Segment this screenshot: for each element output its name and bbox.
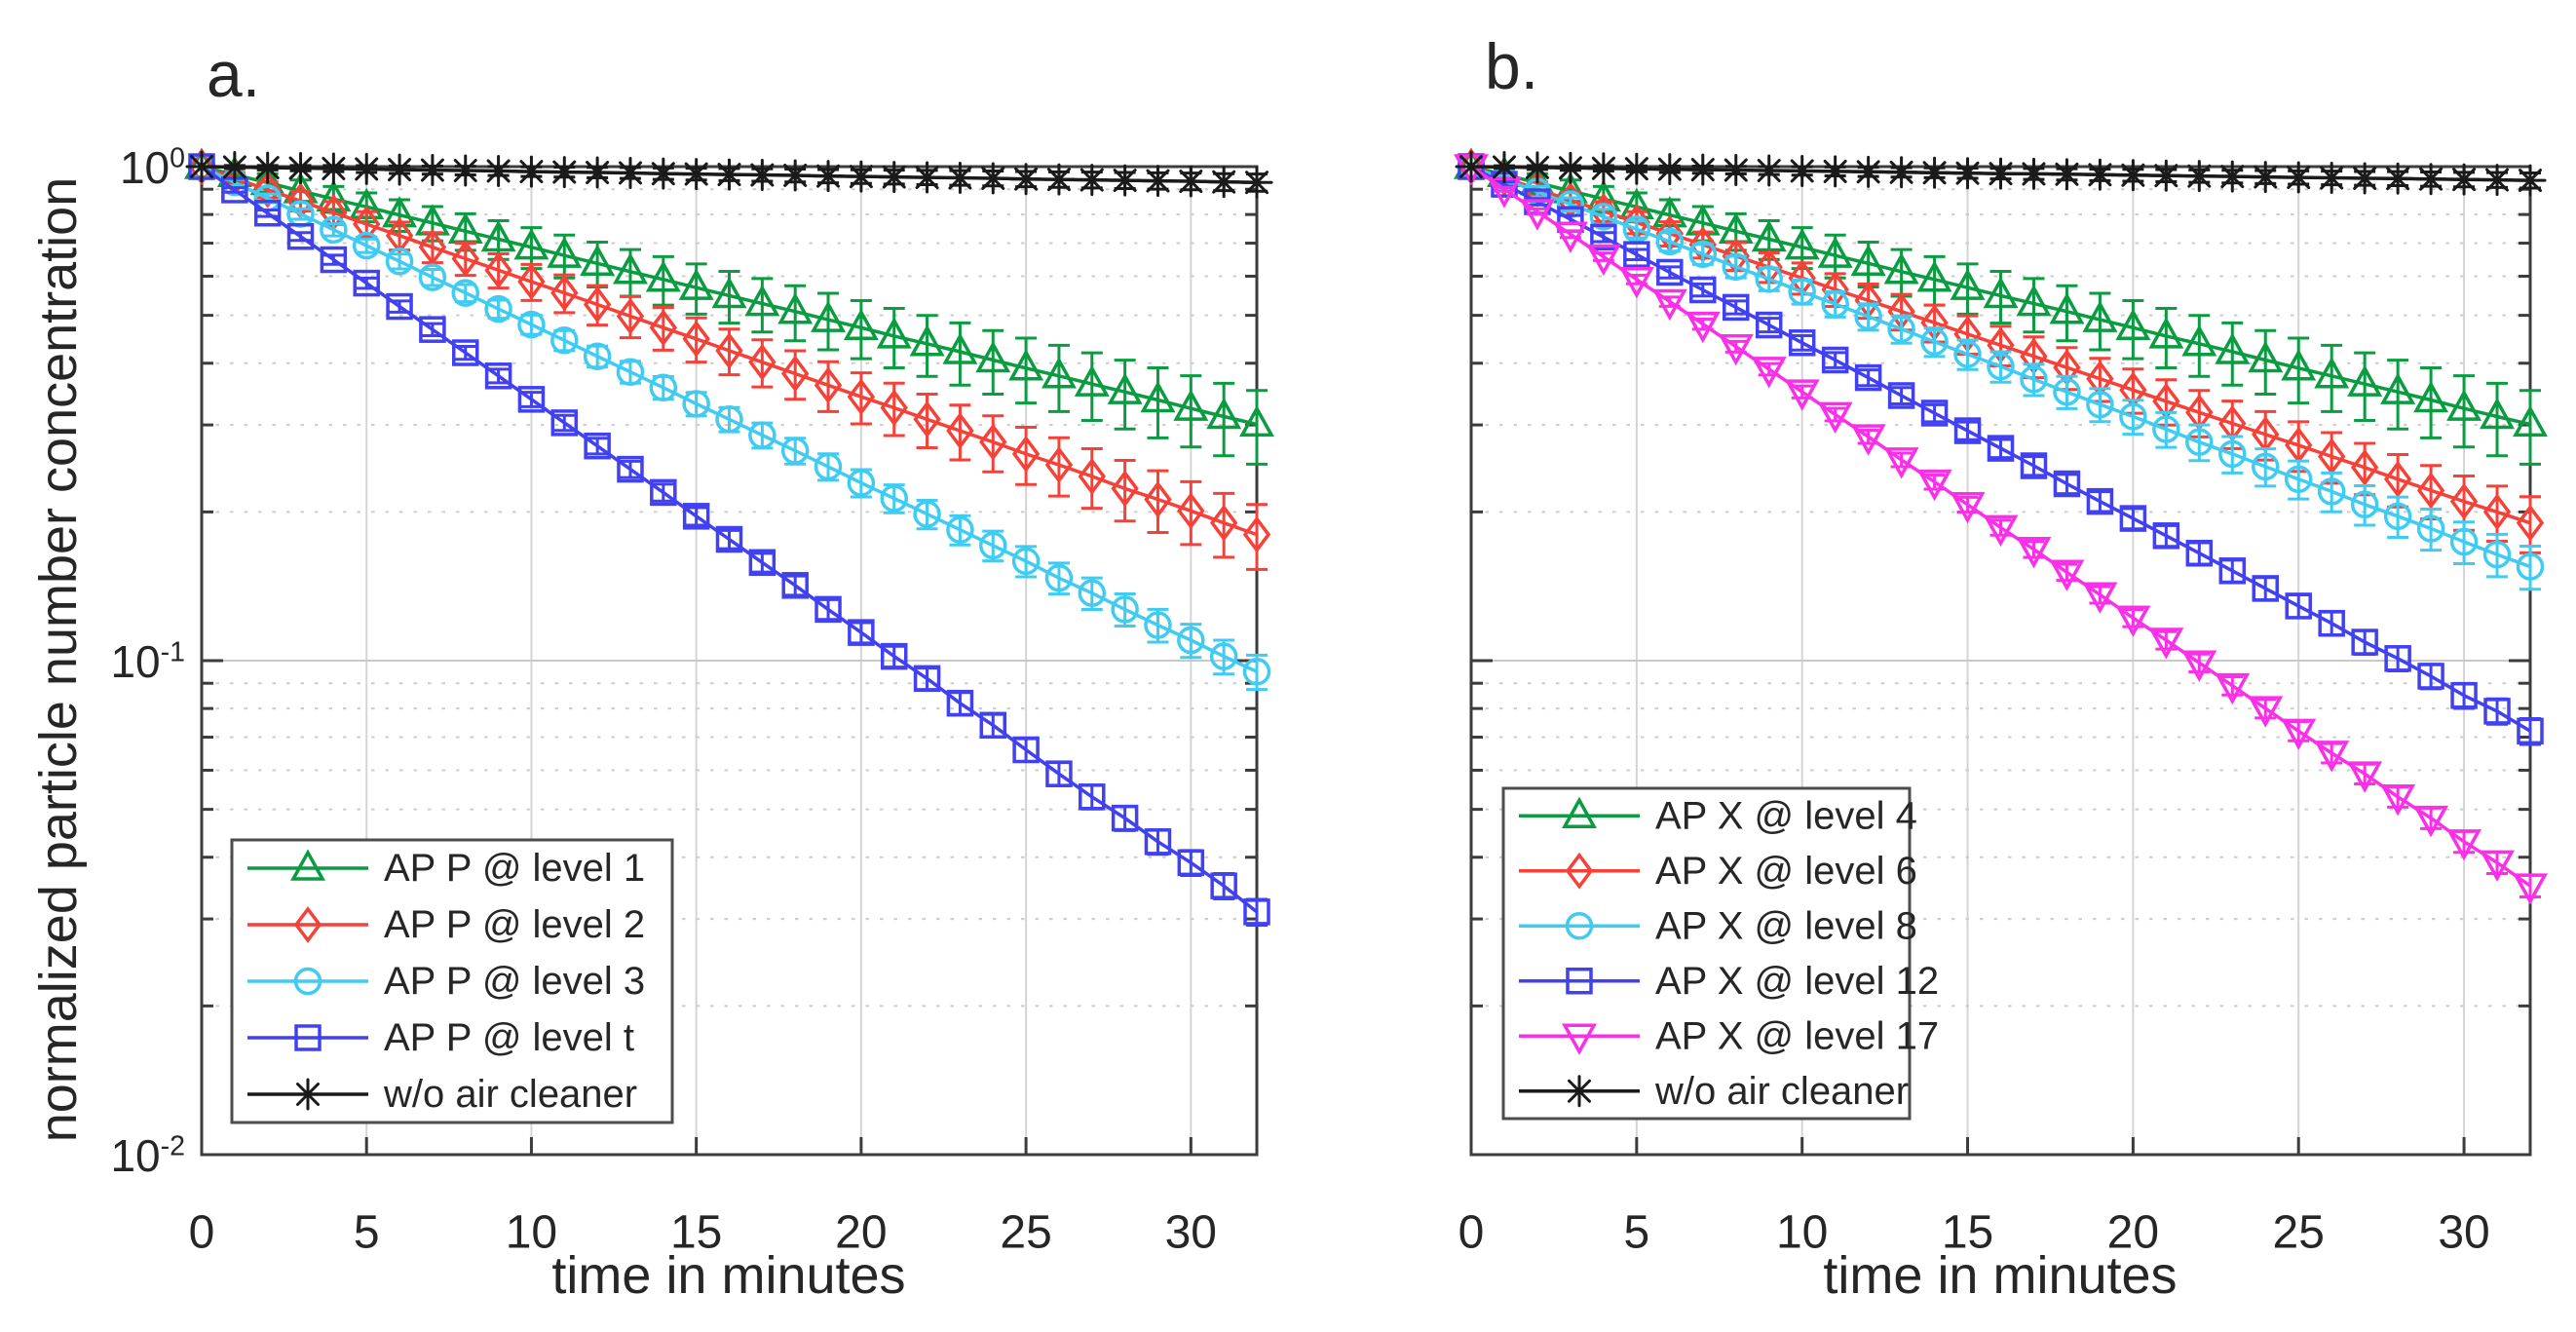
legend-label: AP X @ level 8 (1655, 904, 1917, 947)
x-tick-labels: 0 5 10 15 20 25 30 (189, 1207, 1217, 1259)
legend: AP X @ level 4 AP X @ level 6 AP X @ level… (1501, 786, 1939, 1121)
panel-a: 0 5 10 15 20 25 30 AP P @ level 1 AP P @ level 2… (184, 147, 1274, 1259)
panel-b-letter: b. (1485, 30, 1539, 102)
legend-label: AP X @ level 17 (1655, 1014, 1939, 1057)
series-line (201, 165, 1258, 537)
y-tick-label-1e-2: 10-2 (110, 1130, 185, 1181)
legend-row: AP P @ level 3 (247, 960, 645, 1003)
panel-a-letter: a. (207, 38, 261, 110)
error-bars (1493, 173, 2541, 591)
legend-row: AP X @ level 4 (1519, 794, 1917, 837)
error-bars (223, 167, 1268, 466)
legend-row: AP P @ level 1 (247, 847, 645, 890)
legend-row: AP X @ level 6 (1519, 850, 1917, 893)
x-tick-label: 25 (1000, 1207, 1051, 1259)
axis-ticks (1469, 165, 2530, 1157)
legend-row: AP X @ level 17 (1519, 1014, 1939, 1057)
series-ap-x-level-8 (1457, 152, 2545, 591)
legend-row: w/o air cleaner (247, 1073, 637, 1116)
legend-label: AP P @ level 1 (384, 847, 645, 890)
x-tick-label: 15 (1942, 1207, 1993, 1259)
x-tick-label: 25 (2273, 1207, 2325, 1259)
legend-row: AP P @ level t (247, 1016, 634, 1059)
legend-box (1501, 786, 1912, 1121)
x-tick-label: 15 (670, 1207, 722, 1259)
x-axis-label-a: time in minutes (551, 1246, 906, 1305)
legend-row: AP X @ level 8 (1519, 904, 1917, 947)
y-tick-label-1e-1: 10-1 (110, 636, 185, 687)
error-bars (1493, 167, 2541, 466)
legend-label: w/o air cleaner (383, 1073, 637, 1116)
legend-row: w/o air cleaner (1519, 1070, 1909, 1113)
series-line (1470, 165, 2531, 733)
x-tick-label: 30 (2438, 1207, 2489, 1259)
legend: AP P @ level 1 AP P @ level 2 AP P @ level… (230, 838, 674, 1124)
panel-b: 0 5 10 15 20 25 30 AP X @ level 4 AP X @ level 6… (1454, 147, 2548, 1259)
x-tick-label: 20 (2107, 1207, 2159, 1259)
series-ap-p-level-2 (187, 148, 1271, 571)
series-w-o-air-cleaner (1455, 150, 2547, 197)
error-bars (223, 171, 1268, 571)
legend-label: AP X @ level 12 (1655, 960, 1939, 1003)
legend-label: AP P @ level 3 (384, 960, 645, 1003)
legend-label: AP P @ level t (384, 1016, 634, 1059)
x-tick-labels: 0 5 10 15 20 25 30 (1458, 1207, 2490, 1259)
markers (1458, 153, 2544, 745)
legend-row: AP X @ level 12 (1519, 960, 1939, 1003)
legend-label: AP P @ level 2 (384, 903, 645, 946)
series-w-o-air-cleaner (185, 150, 1273, 199)
x-tick-label: 5 (354, 1207, 380, 1259)
x-tick-label: 0 (1458, 1207, 1485, 1259)
markers (187, 152, 1271, 686)
x-tick-label: 0 (189, 1207, 215, 1259)
legend-label: AP X @ level 4 (1655, 794, 1917, 837)
markers (184, 147, 1274, 438)
series-line (1470, 165, 2531, 569)
x-tick-label: 5 (1623, 1207, 1649, 1259)
error-bars (1493, 171, 2541, 554)
x-tick-label: 20 (835, 1207, 887, 1259)
x-tick-label: 30 (1165, 1207, 1217, 1259)
legend-label: AP X @ level 6 (1655, 850, 1917, 893)
series-ap-p-level-t (188, 153, 1270, 928)
x-axis-label-b: time in minutes (1823, 1246, 2178, 1305)
markers (185, 150, 1273, 199)
markers (188, 153, 1270, 926)
series-ap-x-level-12 (1458, 153, 2544, 746)
legend-label: w/o air cleaner (1654, 1070, 1909, 1113)
x-tick-label: 10 (1776, 1207, 1828, 1259)
y-tick-label-1e0: 100 (119, 142, 185, 193)
series-ap-x-level-4 (1454, 147, 2548, 466)
legend-row: AP P @ level 2 (247, 903, 645, 946)
x-tick-label: 10 (506, 1207, 557, 1259)
error-bars (223, 177, 1268, 692)
series-ap-p-level-3 (187, 152, 1271, 692)
markers (1455, 150, 2547, 197)
